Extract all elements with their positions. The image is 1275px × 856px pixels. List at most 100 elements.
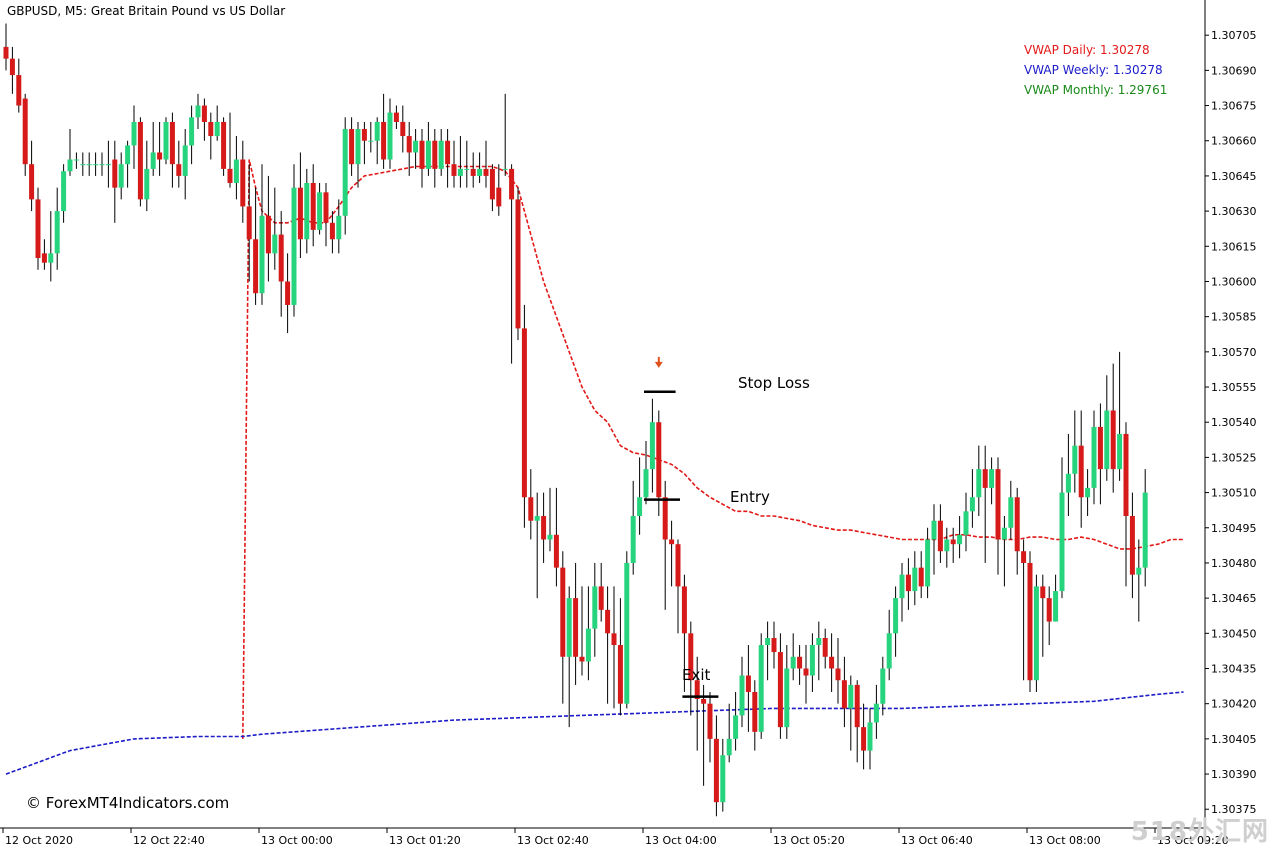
candle	[278, 211, 284, 317]
candle	[61, 164, 67, 223]
candle-body	[29, 164, 35, 200]
candle	[976, 445, 982, 517]
time-tick-label: 13 Oct 05:20	[773, 834, 845, 847]
candle-body	[176, 164, 182, 176]
candle-body	[515, 199, 521, 329]
candle	[48, 211, 54, 282]
price-axis[interactable]: 1.30705 1.30690 1.30675 1.30660 1.30645 1.306…	[1205, 29, 1257, 816]
candle-body	[323, 192, 329, 223]
candle	[41, 239, 47, 270]
time-axis[interactable]: 12 Oct 2020 12 Oct 22:40 13 Oct 00:00 13 Oc…	[2, 828, 1229, 847]
price-tick-label: 1.30450	[1211, 627, 1257, 640]
candle-body	[937, 520, 943, 552]
candle-body	[643, 469, 649, 498]
candle	[9, 46, 15, 94]
candle	[496, 164, 502, 216]
candle	[361, 121, 367, 165]
candle-body	[131, 121, 137, 146]
candle-body	[509, 168, 515, 200]
candle	[637, 457, 643, 535]
vwap-vwap-weekly-line	[5, 691, 1184, 775]
price-tick-label: 1.30375	[1211, 803, 1257, 816]
candle	[541, 492, 547, 563]
candle-body	[1027, 562, 1033, 681]
candle-body	[1072, 445, 1078, 474]
candle	[182, 129, 188, 200]
candle	[413, 129, 419, 169]
candle	[381, 93, 387, 169]
candle-body	[905, 574, 911, 592]
candle	[771, 621, 777, 669]
candle	[1021, 539, 1027, 681]
candle-body	[944, 539, 950, 552]
candle	[585, 586, 591, 681]
candle-body	[496, 187, 502, 207]
candle	[240, 140, 246, 223]
candle-body	[771, 638, 777, 653]
candle-body	[950, 539, 956, 545]
price-tick-label: 1.30675	[1211, 100, 1257, 113]
candle-body	[445, 140, 451, 165]
candle-body	[1059, 492, 1065, 592]
candle	[445, 129, 451, 188]
candle	[573, 562, 579, 685]
time-tick-label: 12 Oct 2020	[5, 834, 73, 847]
candle	[701, 684, 707, 786]
candle-body	[86, 164, 92, 166]
candle	[16, 58, 22, 113]
candle-body	[1065, 473, 1071, 493]
candle	[221, 117, 227, 176]
candle-body	[355, 129, 361, 165]
candle	[1053, 574, 1059, 622]
candle	[925, 527, 931, 599]
candle-body	[1091, 426, 1097, 488]
candle-body	[630, 516, 636, 563]
candle-body	[1117, 433, 1123, 470]
candle	[1059, 457, 1065, 599]
candle	[432, 129, 438, 188]
candle	[387, 98, 393, 169]
candle	[163, 117, 169, 165]
candle	[662, 480, 668, 610]
candle-body	[457, 168, 463, 176]
candle	[617, 598, 623, 716]
price-tick-label: 1.30435	[1211, 662, 1257, 675]
chart-frame	[0, 0, 1206, 829]
candle-body	[713, 738, 719, 803]
candle-body	[835, 668, 841, 681]
candle	[1014, 487, 1020, 575]
candle-body	[221, 121, 227, 169]
candle-body	[726, 738, 732, 756]
price-tick-label: 1.30525	[1211, 451, 1257, 464]
candle	[214, 105, 220, 141]
candle-body	[80, 164, 86, 166]
candle-body	[694, 680, 700, 699]
candles	[3, 23, 1148, 817]
candle-body	[189, 117, 195, 146]
candle-body	[873, 703, 879, 723]
candle-body	[720, 755, 726, 803]
price-tick-label: 1.30705	[1211, 29, 1257, 42]
candle-body	[41, 253, 47, 263]
candle	[67, 129, 73, 176]
candle-body	[336, 215, 342, 240]
price-tick-label: 1.30690	[1211, 64, 1257, 77]
candle-body	[675, 544, 681, 587]
candle-body	[573, 598, 579, 657]
candle-body	[893, 598, 899, 634]
candle-body	[1008, 497, 1014, 528]
candle	[259, 164, 265, 305]
candle-body	[1110, 410, 1116, 470]
candle	[1117, 351, 1123, 481]
candle	[944, 527, 950, 568]
corner-watermark: 518外汇网	[1130, 817, 1269, 847]
candle	[291, 164, 297, 317]
candle-body	[73, 159, 79, 161]
candle-body	[464, 168, 470, 170]
candle-body	[413, 140, 419, 153]
candle	[272, 187, 278, 270]
time-tick-label: 13 Oct 01:20	[389, 834, 461, 847]
candle	[745, 645, 751, 732]
candle-body	[470, 168, 476, 176]
